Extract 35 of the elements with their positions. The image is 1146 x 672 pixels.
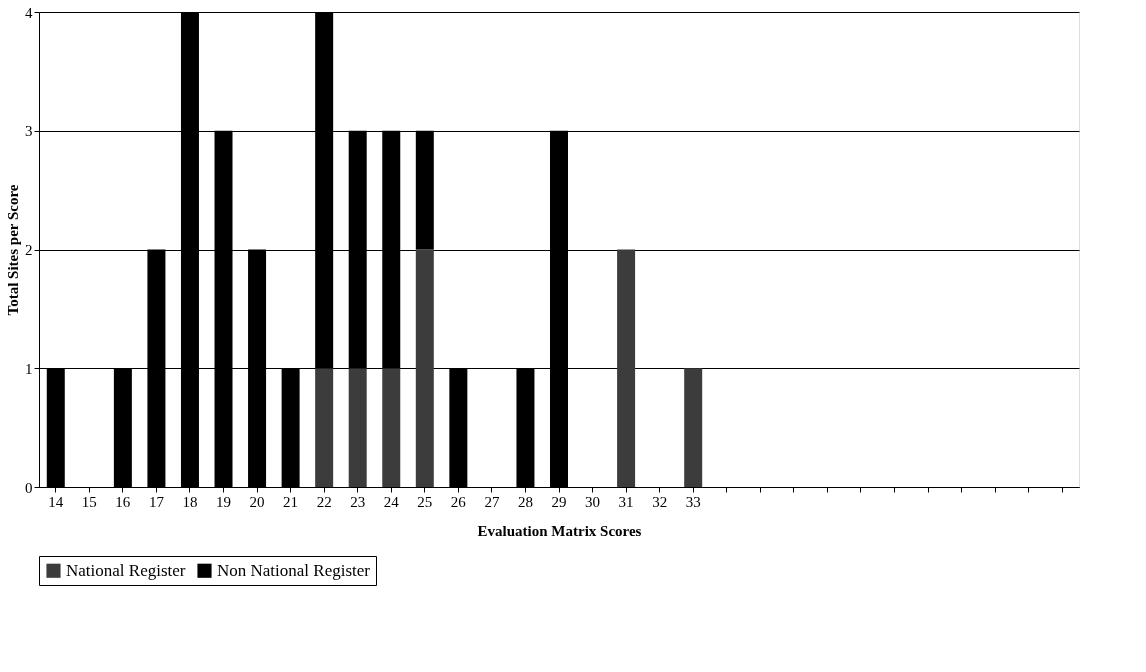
y-tick-label: 1 — [25, 360, 33, 377]
x-tick-label: 28 — [517, 493, 533, 510]
y-axis-title: Total Sites per Score — [5, 184, 21, 316]
bar — [382, 368, 401, 487]
x-tick-label: 30 — [585, 493, 601, 510]
y-tick-label: 0 — [25, 479, 33, 496]
x-tick-label: 20 — [249, 493, 265, 510]
y-tick-label: 4 — [25, 4, 33, 21]
bar — [315, 368, 334, 487]
x-tick-label: 31 — [618, 493, 634, 510]
legend-label: Non National Register — [217, 560, 371, 580]
x-tick-label: 26 — [450, 493, 467, 510]
y-tick-label: 2 — [25, 242, 33, 258]
x-tick-label: 25 — [417, 493, 433, 510]
x-tick-label: 17 — [148, 493, 165, 510]
x-tick-label: 33 — [685, 493, 701, 510]
bar — [684, 368, 703, 487]
legend-label: National Register — [66, 560, 186, 580]
x-tick-label: 15 — [81, 493, 97, 510]
y-tick-label: 3 — [25, 123, 33, 140]
x-tick-label: 19 — [216, 493, 232, 510]
x-tick-label: 23 — [350, 493, 366, 510]
bar — [415, 249, 434, 487]
x-tick-label: 16 — [115, 493, 131, 510]
x-tick-label: 21 — [283, 493, 299, 510]
bar — [617, 249, 636, 487]
x-tick-label: 24 — [383, 493, 400, 510]
x-tick-label: 14 — [48, 493, 64, 510]
bar — [348, 368, 367, 487]
x-tick-label: 29 — [551, 493, 567, 510]
x-tick-label: 22 — [316, 493, 332, 510]
x-axis-title: Evaluation Matrix Scores — [477, 522, 642, 539]
x-tick-label: 32 — [652, 493, 668, 510]
x-tick-label: 18 — [182, 493, 198, 510]
x-tick-label: 27 — [484, 493, 500, 510]
